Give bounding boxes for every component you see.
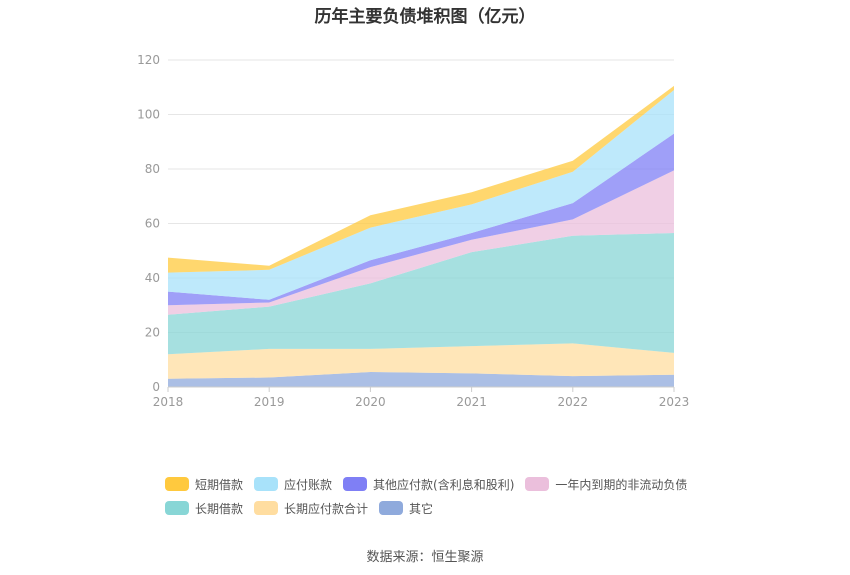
x-tick-label: 2020 [355, 395, 386, 409]
legend-swatch [254, 477, 279, 491]
area-series-其它[interactable] [168, 372, 674, 387]
legend-swatch [343, 477, 368, 491]
legend-item[interactable]: 短期借款 [165, 476, 243, 493]
x-tick-label: 2019 [254, 395, 285, 409]
legend-item[interactable]: 其他应付款(含利息和股利) [343, 476, 514, 493]
y-tick-label: 0 [152, 380, 160, 394]
legend-label: 其他应付款(含利息和股利) [373, 477, 515, 492]
legend-item[interactable]: 其它 [379, 500, 433, 517]
x-tick-label: 2021 [456, 395, 487, 409]
y-tick-label: 20 [145, 326, 160, 340]
y-tick-label: 40 [145, 271, 160, 285]
legend-item[interactable]: 一年内到期的非流动负债 [525, 476, 687, 493]
legend-label: 其它 [409, 501, 434, 516]
legend-swatch [379, 501, 404, 515]
legend-item[interactable]: 长期借款 [165, 500, 243, 517]
legend-swatch [165, 477, 189, 491]
x-tick-label: 2022 [558, 395, 589, 409]
chart-title: 历年主要负债堆积图（亿元） [314, 7, 536, 27]
stacked-area-chart: 0 20 40 60 80 100 120 2018 2019 2020 2021 2022 2023 [137, 53, 689, 409]
area-series-长期借款[interactable] [168, 233, 674, 355]
legend-label: 短期借款 [195, 477, 244, 492]
x-tick-label: 2023 [659, 395, 690, 409]
y-tick-label: 120 [137, 53, 160, 67]
legend-swatch [254, 501, 279, 515]
legend-swatch [525, 477, 550, 491]
area-series-应付账款[interactable] [168, 90, 674, 300]
legend-item[interactable]: 长期应付款合计 [254, 500, 368, 517]
data-source: 数据来源：恒生聚源 [366, 550, 484, 565]
y-tick-label: 100 [137, 108, 160, 122]
area-series-长期应付款合计[interactable] [168, 343, 674, 379]
legend-label: 一年内到期的非流动负债 [555, 477, 688, 492]
y-tick-label: 80 [145, 162, 160, 176]
legend: 短期借款 应付账款 其他应付款(含利息和股利) 一年内到期的非流动负债 长期借款… [165, 472, 725, 520]
legend-label: 长期借款 [195, 501, 244, 516]
axes: 0 20 40 60 80 100 120 2018 2019 2020 2021 2022 2023 [137, 53, 689, 409]
legend-label: 应付账款 [284, 477, 333, 492]
y-tick-label: 60 [145, 217, 160, 231]
x-tick-label: 2018 [153, 395, 184, 409]
legend-row-2: 长期借款 长期应付款合计 其它 [165, 496, 725, 520]
legend-row-1: 短期借款 应付账款 其他应付款(含利息和股利) 一年内到期的非流动负债 [165, 472, 725, 496]
legend-swatch [165, 501, 189, 515]
legend-item[interactable]: 应付账款 [254, 476, 332, 493]
legend-label: 长期应付款合计 [284, 501, 369, 516]
area-series [168, 85, 674, 387]
